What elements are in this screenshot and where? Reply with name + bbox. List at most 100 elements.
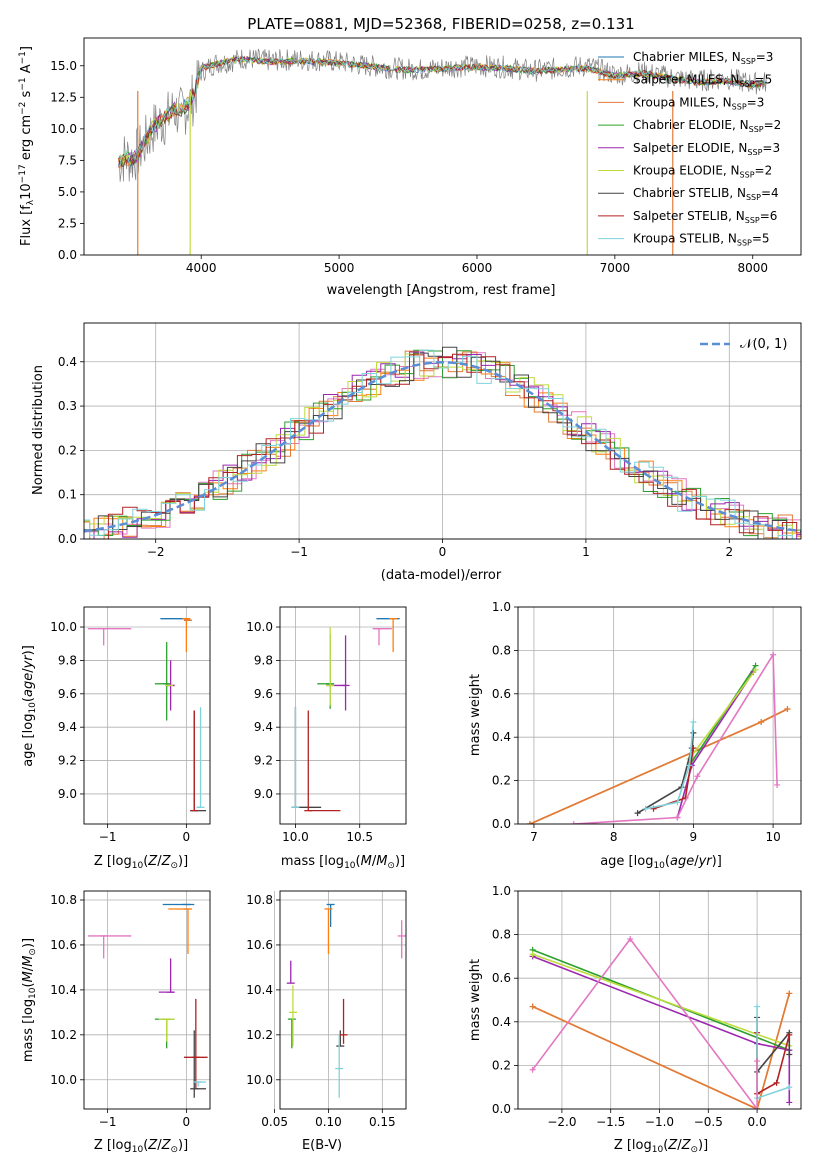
plot-area: [87, 618, 207, 812]
mass-weight-line: [531, 937, 758, 1109]
spectrum-xlabel: wavelength [Angstrom, rest frame]: [327, 283, 556, 298]
plot-area: [529, 935, 793, 1109]
x-tick-label: 2: [725, 545, 733, 559]
y-tick-label: 0.0: [58, 248, 77, 262]
axes-frame: [279, 890, 407, 1110]
mass-weight-marker: [786, 1031, 793, 1038]
ebv-xlabel: E(B-V): [302, 1138, 342, 1153]
y-tick-label: 9.6: [58, 687, 77, 701]
mass-weight-marker: [758, 719, 765, 726]
axes-frame: [279, 606, 407, 825]
y-tick-label: 9.2: [58, 754, 77, 768]
y-tick-label: 9.0: [254, 787, 273, 801]
legend-count: =3: [756, 50, 774, 64]
x-tick-label: 8: [610, 830, 618, 844]
massweight-vs-age-xlabel: age [log10(age/yr)]: [600, 854, 722, 871]
y-tick-label: 9.8: [58, 653, 77, 667]
model-spectrum-line: [118, 56, 766, 168]
mass-weight-marker: [773, 1079, 780, 1086]
y-tick-label: 0.8: [492, 928, 511, 942]
legend-subscript: SSP: [746, 193, 761, 202]
y-tick-label: 10.0: [246, 1073, 273, 1087]
legend-label: Chabrier ELODIE, NSSP=2: [633, 118, 781, 134]
massweight-ylabel-2: mass weight: [468, 959, 483, 1041]
legend-count: =3: [747, 95, 765, 109]
legend-count: =3: [762, 141, 780, 155]
axes-frame: [83, 37, 802, 256]
mass-weight-marker: [674, 799, 681, 806]
y-tick-label: 10.0: [50, 620, 77, 634]
y-tick-label: 0.4: [492, 730, 511, 744]
mass-weight-marker: [529, 1003, 536, 1010]
massweight-vs-age-panel: 7 8 9 10 0.0 0.2 0.4 0.6 0.8 1.0: [492, 600, 802, 844]
y-tick-label: 15.0: [50, 59, 77, 73]
x-tick-label: 4000: [186, 261, 217, 275]
x-tick-label: 7: [530, 830, 538, 844]
y-tick-label: 0.6: [492, 687, 511, 701]
residual-histogram: [84, 346, 801, 539]
x-tick-label: −1: [290, 545, 308, 559]
figure-title: PLATE=0881, MJD=52368, FIBERID=0258, z=0…: [247, 15, 634, 33]
y-tick-label: 1.0: [492, 600, 511, 614]
axes-frame: [83, 322, 802, 540]
y-tick-label: 9.0: [58, 787, 77, 801]
x-tick-label: −1: [99, 1115, 117, 1129]
legend-count: =5: [755, 73, 773, 87]
y-tick-label: 9.6: [254, 687, 273, 701]
y-tick-label: 0.0: [492, 817, 511, 831]
y-tick-label: 10.8: [246, 893, 273, 907]
axes-frame: [517, 890, 802, 1110]
mass-weight-line: [532, 993, 791, 1109]
residual-histogram: [84, 356, 801, 539]
legend-subscript: SSP: [747, 148, 762, 157]
y-tick-label: 0.2: [492, 1058, 511, 1072]
mass-weight-marker: [674, 814, 681, 821]
y-tick-label: 0.0: [58, 532, 77, 546]
model-spectrum-line: [118, 56, 766, 166]
legend-label: Salpeter STELIB, NSSP=6: [633, 209, 777, 225]
x-tick-label: 0.15: [369, 1115, 396, 1129]
x-tick-label: 0.0: [748, 1115, 767, 1129]
mass-ylabel: mass [log10(M/M⊙)]: [21, 938, 38, 1062]
x-tick-label: 0.05: [261, 1115, 288, 1129]
x-tick-label: 9: [690, 830, 698, 844]
mass-vs-metallicity-panel: −1 0 10.0 10.2 10.4 10.6 10.8: [50, 890, 211, 1129]
mass-weight-marker: [694, 773, 701, 780]
age-ylabel: age [log10(age/yr)]: [21, 645, 38, 767]
mass-weight-line: [532, 955, 791, 1103]
y-tick-label: 10.0: [50, 122, 77, 136]
y-tick-label: 10.4: [50, 983, 77, 997]
mass-weight-marker: [786, 1051, 793, 1058]
mass-weight-marker: [754, 1106, 761, 1109]
axes-frame: [83, 890, 211, 1110]
y-tick-label: 9.4: [58, 720, 77, 734]
legend-subscript: SSP: [740, 171, 755, 180]
legend-subscript: SSP: [732, 102, 747, 111]
gaussian-legend-label: 𝒩(0, 1): [740, 337, 787, 352]
y-tick-label: 10.4: [246, 983, 273, 997]
residual-histogram: [84, 353, 801, 539]
x-tick-label: 1: [582, 545, 590, 559]
y-tick-label: 10.0: [50, 1073, 77, 1087]
legend-count: =6: [760, 209, 778, 223]
axes-frame: [517, 606, 802, 825]
y-tick-label: 9.8: [254, 653, 273, 667]
x-tick-label: −2.0: [547, 1115, 576, 1129]
y-tick-label: 10.0: [246, 620, 273, 634]
y-tick-label: 0.2: [492, 774, 511, 788]
x-tick-label: 5000: [324, 261, 355, 275]
y-tick-label: 9.2: [254, 754, 273, 768]
y-tick-label: 2.5: [58, 216, 77, 230]
y-tick-label: 10.2: [246, 1028, 273, 1042]
x-tick-label: 7000: [600, 261, 631, 275]
y-tick-label: 0.8: [492, 643, 511, 657]
age-vs-metallicity-panel: −1 0 9.0 9.2 9.4 9.6 9.8 10.0: [50, 606, 211, 844]
mass-weight-marker: [526, 821, 533, 824]
x-tick-label: −1.0: [645, 1115, 674, 1129]
x-tick-label: 0.10: [315, 1115, 342, 1129]
y-tick-label: 0.4: [58, 355, 77, 369]
legend-label: Kroupa STELIB, NSSP=5: [633, 232, 770, 248]
plot-area: [526, 651, 791, 824]
mass-weight-marker: [570, 821, 577, 824]
mass-weight-marker: [686, 762, 693, 769]
